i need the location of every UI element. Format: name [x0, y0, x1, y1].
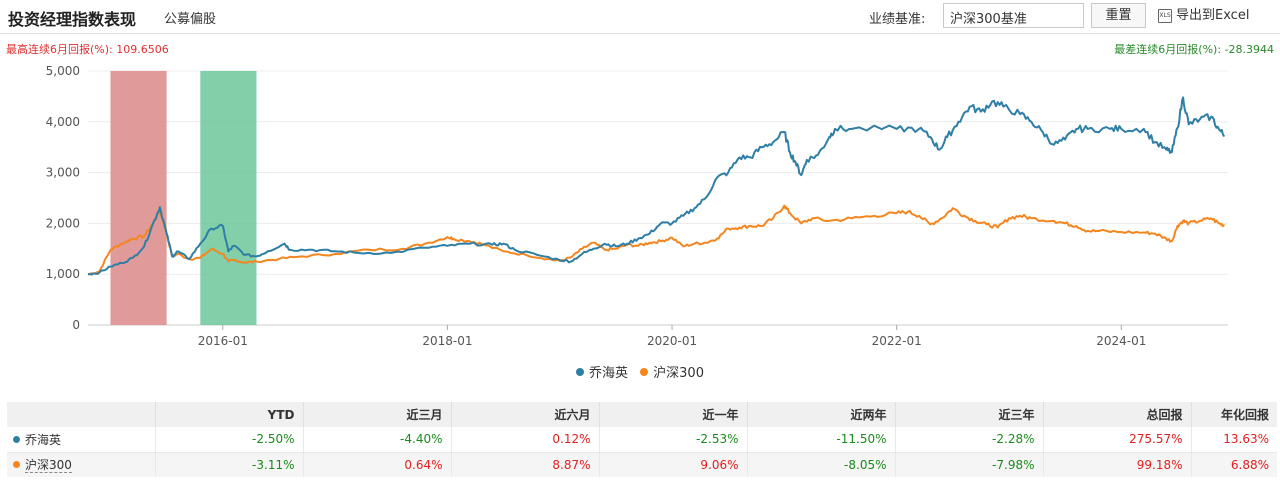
header-total: 总回报	[1043, 402, 1192, 427]
header-3m: 近三月	[303, 402, 452, 427]
table-cell: 6.88%	[1191, 452, 1277, 477]
reset-button[interactable]: 重置	[1091, 3, 1146, 28]
legend-label: 乔海英	[589, 366, 629, 381]
series-dot	[13, 435, 20, 443]
performance-table: YTD 近三月 近六月 近一年 近两年 近三年 总回报 年化回报 乔海英 -2.…	[7, 402, 1277, 477]
row-label-link[interactable]: 沪深300	[25, 458, 72, 474]
min-6m-return: 最差连续6月回报(%): -28.3944	[1114, 43, 1274, 56]
x-tick-label: 2022-01	[872, 334, 922, 348]
export-label: 导出到Excel	[1176, 8, 1250, 23]
toolbar: 投资经理指数表现 公募偏股 业绩基准: 沪深300基准 重置 XLS 导出到Exc…	[0, 0, 1280, 34]
table-cell: -7.98%	[895, 452, 1044, 477]
series-line-2	[87, 204, 1225, 276]
series-line-1	[88, 96, 1225, 276]
table-cell: 275.57%	[1043, 427, 1192, 453]
export-excel-button[interactable]: XLS 导出到Excel	[1158, 6, 1249, 26]
table-cell: 99.18%	[1043, 452, 1192, 477]
header-name	[7, 402, 156, 427]
table-cell: 0.12%	[451, 427, 600, 453]
header-6m: 近六月	[451, 402, 600, 427]
row-name: 乔海英	[7, 427, 156, 453]
table-cell: -11.50%	[747, 427, 896, 453]
table-cell: 9.06%	[599, 452, 748, 477]
series-dot	[13, 461, 20, 469]
min-return-band	[200, 71, 257, 325]
table-cell: -2.50%	[155, 427, 304, 453]
benchmark-select[interactable]: 沪深300基准	[943, 3, 1084, 28]
benchmark-label: 业绩基准:	[869, 12, 926, 27]
table-cell: 13.63%	[1191, 427, 1277, 453]
table-cell: -2.53%	[599, 427, 748, 453]
table-row: 沪深300 -3.11% 0.64% 8.87% 9.06% -8.05% -7…	[7, 452, 1277, 477]
line-chart: 0 1,000 2,000 3,000 4,000 5,000 2016-01 2018-01…	[46, 64, 1228, 348]
y-tick-label: 3,000	[46, 166, 80, 180]
header-ytd: YTD	[155, 402, 304, 427]
x-tick-label: 2018-01	[422, 334, 472, 348]
header-1y: 近一年	[599, 402, 748, 427]
x-tick-label: 2020-01	[647, 334, 697, 348]
header-annual: 年化回报	[1191, 402, 1277, 427]
legend-dot	[576, 367, 584, 376]
y-tick-label: 5,000	[46, 64, 80, 78]
xls-icon: XLS	[1158, 9, 1172, 23]
page-title: 投资经理指数表现	[8, 10, 137, 29]
x-tick-label: 2016-01	[198, 334, 248, 348]
legend-dot	[640, 367, 649, 376]
chart-legend: 乔海英 沪深300	[0, 362, 1280, 381]
max-6m-return: 最高连续6月回报(%): 109.6506	[6, 43, 169, 56]
row-label: 乔海英	[25, 432, 62, 447]
table-cell: -8.05%	[747, 452, 896, 477]
y-tick-label: 4,000	[46, 115, 80, 129]
y-tick-label: 1,000	[46, 267, 80, 281]
x-tick-label: 2024-01	[1096, 334, 1146, 348]
table-cell: 8.87%	[451, 452, 600, 477]
table-cell: -2.28%	[895, 427, 1044, 453]
table-cell: 0.64%	[303, 452, 452, 477]
table-row: 乔海英 -2.50% -4.40% 0.12% -2.53% -11.50% -…	[7, 427, 1277, 453]
legend-item-series1[interactable]: 乔海英	[576, 362, 628, 381]
header-3y: 近三年	[895, 402, 1044, 427]
max-return-band	[110, 71, 167, 325]
header-2y: 近两年	[747, 402, 896, 427]
y-tick-label: 2,000	[46, 216, 80, 230]
table-cell: -4.40%	[303, 427, 452, 453]
table-cell: -3.11%	[155, 452, 304, 477]
y-tick-label: 0	[72, 318, 80, 332]
table-header-row: YTD 近三月 近六月 近一年 近两年 近三年 总回报 年化回报	[7, 402, 1277, 427]
row-name: 沪深300	[7, 452, 156, 477]
legend-label: 沪深300	[653, 366, 704, 381]
category-label: 公募偏股	[164, 12, 217, 27]
legend-item-series2[interactable]: 沪深300	[640, 362, 704, 381]
